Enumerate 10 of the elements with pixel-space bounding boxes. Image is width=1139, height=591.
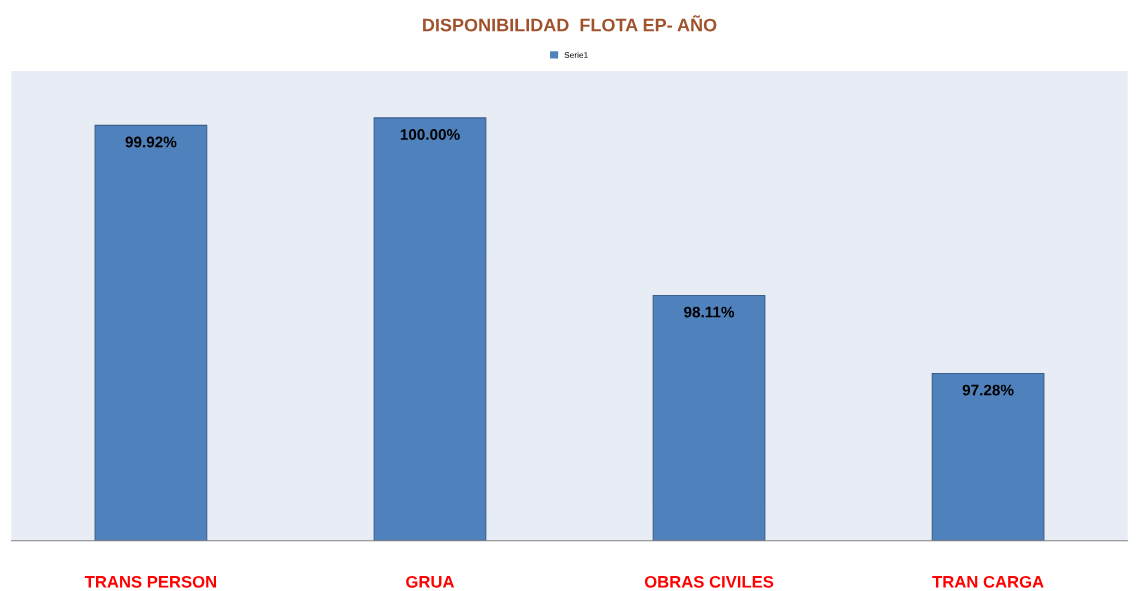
x-tick-label: TRANS PERSON	[84, 575, 217, 588]
x-tick-label: OBRAS CIVILES	[644, 575, 774, 588]
chart-title: DISPONIBILIDAD FLOTA EP- AÑO	[423, 15, 717, 32]
data-label: 98.11%	[684, 306, 735, 318]
legend-label: Serie1	[564, 51, 588, 58]
x-tick-label: GRUA	[406, 575, 455, 588]
data-label: 97.28%	[962, 384, 1014, 396]
x-tick-label: TRAN CARGA	[932, 575, 1044, 588]
data-label: 100.00%	[400, 129, 460, 140]
data-label: 99.92%	[125, 136, 177, 148]
